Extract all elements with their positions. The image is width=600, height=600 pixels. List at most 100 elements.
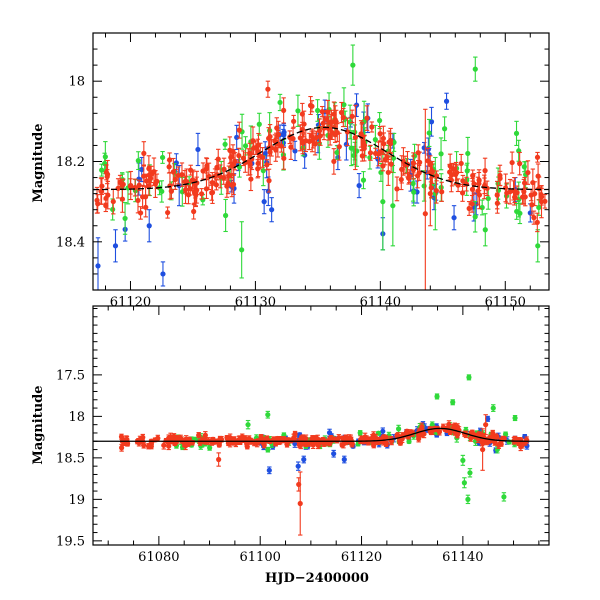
data-point	[517, 202, 523, 225]
point-marker	[341, 456, 347, 463]
data-point	[531, 210, 537, 225]
data-point	[512, 414, 518, 422]
data-point	[281, 146, 287, 170]
point-marker	[163, 437, 169, 444]
point-marker	[343, 141, 349, 147]
data-point	[264, 435, 270, 442]
data-point	[141, 141, 147, 166]
data-point	[517, 151, 523, 176]
point-marker	[160, 271, 166, 277]
point-marker	[503, 185, 509, 191]
data-point	[248, 167, 254, 192]
point-marker	[513, 130, 520, 136]
data-point	[356, 172, 362, 199]
point-marker	[245, 422, 251, 428]
point-marker	[319, 108, 325, 115]
data-point	[275, 120, 281, 149]
point-marker	[542, 198, 548, 204]
point-marker	[469, 201, 475, 207]
data-point	[414, 163, 421, 189]
point-marker	[267, 134, 273, 140]
point-marker	[472, 66, 478, 72]
data-point	[182, 170, 188, 194]
point-marker	[347, 119, 353, 125]
point-marker	[521, 188, 527, 195]
point-marker	[360, 139, 366, 145]
data-point	[534, 151, 541, 163]
data-point	[383, 440, 389, 447]
point-marker	[383, 440, 389, 447]
data-point	[257, 142, 263, 170]
point-marker	[426, 130, 432, 136]
point-marker	[265, 86, 271, 92]
point-marker	[274, 435, 280, 442]
data-point	[267, 124, 273, 150]
zoom-data-layer	[93, 44, 549, 290]
data-point	[274, 435, 280, 442]
point-marker	[426, 151, 432, 158]
point-marker	[316, 128, 323, 134]
point-marker	[195, 146, 201, 153]
point-marker	[460, 178, 466, 184]
data-point	[325, 99, 331, 125]
data-point	[360, 135, 366, 149]
data-point	[460, 454, 466, 466]
data-point	[442, 116, 448, 142]
point-marker	[394, 186, 400, 192]
y-tick-label: 19	[68, 493, 85, 508]
point-marker	[517, 210, 523, 216]
point-marker	[166, 164, 172, 170]
point-marker	[295, 108, 301, 114]
data-point	[264, 159, 270, 171]
point-marker	[502, 431, 509, 437]
point-marker	[334, 437, 340, 443]
point-marker	[494, 200, 500, 206]
data-point	[307, 95, 314, 116]
data-point	[315, 441, 321, 450]
data-point	[350, 44, 356, 86]
data-point	[542, 193, 548, 209]
zoom-y-axis-label: Magnitude	[31, 123, 46, 202]
point-marker	[343, 439, 349, 445]
y-tick-label: 19.5	[56, 534, 85, 549]
full-y-axis-label: Magnitude	[31, 385, 46, 464]
data-point	[224, 174, 230, 198]
data-point	[501, 492, 507, 502]
point-marker	[388, 161, 394, 167]
data-point	[95, 194, 101, 214]
point-marker	[468, 435, 474, 441]
point-marker	[421, 183, 427, 189]
data-point	[447, 153, 453, 179]
data-point	[506, 439, 512, 445]
data-point	[494, 192, 500, 214]
data-point	[438, 137, 444, 171]
data-point	[296, 477, 302, 492]
point-marker	[466, 205, 472, 212]
point-marker	[512, 415, 518, 421]
point-marker	[186, 436, 192, 442]
point-marker	[266, 467, 272, 473]
point-marker	[251, 145, 257, 151]
point-marker	[428, 119, 435, 125]
data-point	[236, 121, 242, 139]
data-point	[242, 152, 248, 173]
data-point	[266, 168, 272, 193]
data-point	[357, 430, 363, 436]
data-point	[122, 202, 128, 235]
data-point	[199, 188, 205, 200]
point-marker	[480, 446, 486, 453]
point-marker	[357, 430, 363, 436]
data-point	[535, 229, 541, 263]
data-point	[128, 170, 134, 201]
point-marker	[387, 137, 394, 144]
data-point	[213, 179, 219, 191]
data-point	[340, 107, 346, 128]
point-marker	[301, 456, 307, 463]
point-marker	[135, 197, 141, 204]
data-point	[239, 221, 245, 279]
point-marker	[103, 203, 109, 209]
data-point	[348, 130, 354, 167]
full-light-curve-panel: Magnitude HJD−2400000 61080 61100 61120 611…	[31, 305, 550, 586]
point-marker	[196, 432, 202, 438]
data-point	[394, 176, 400, 202]
